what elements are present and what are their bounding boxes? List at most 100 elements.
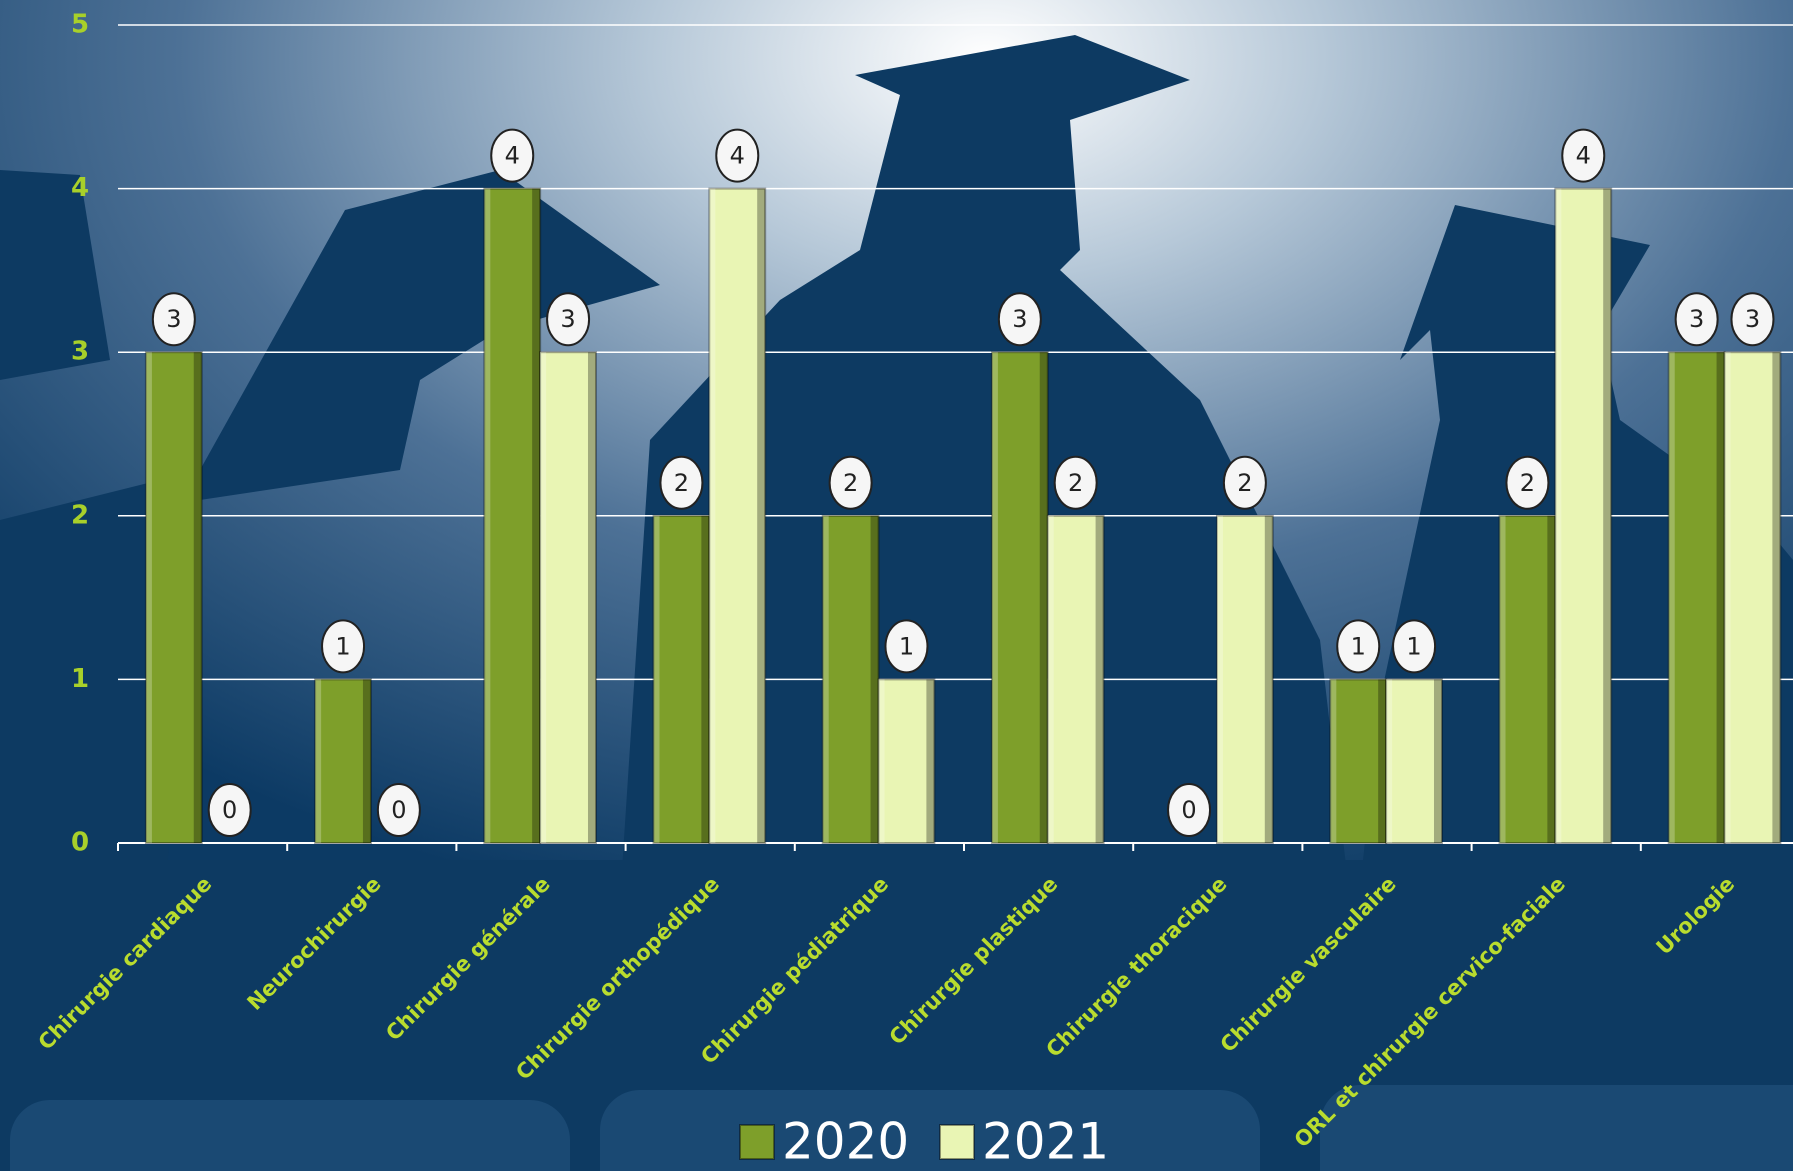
bar [1329, 678, 1388, 845]
bar [314, 678, 372, 845]
value-label-bubble [1167, 783, 1212, 837]
bar-side [532, 188, 541, 844]
value-label: 1 [1351, 632, 1366, 660]
value-label-bubble [1336, 619, 1381, 674]
bar-side [701, 515, 710, 843]
y-tick-label: 1 [71, 664, 89, 694]
value-label-bubble [1561, 128, 1606, 183]
value-label-bubble [1674, 292, 1719, 347]
bar-side [1547, 515, 1556, 843]
bar-side [587, 352, 596, 843]
value-label: 4 [730, 142, 745, 170]
bar-side [870, 515, 879, 843]
bar-side [193, 352, 202, 843]
value-label: 2 [1520, 469, 1535, 497]
value-label: 0 [1181, 796, 1196, 824]
value-label: 1 [1406, 632, 1421, 660]
y-tick-label: 3 [71, 337, 89, 367]
bar-side [484, 188, 491, 844]
value-label: 0 [222, 796, 237, 824]
value-label: 2 [1237, 469, 1252, 497]
bar-side [1772, 352, 1781, 843]
bar-side [709, 188, 716, 844]
value-label-bubble [376, 783, 421, 837]
legend-swatch [739, 1124, 775, 1160]
value-label-bubble [321, 619, 366, 674]
bar [144, 351, 203, 844]
bar-side [1047, 515, 1054, 843]
bar-side [926, 679, 935, 843]
bar [1723, 351, 1782, 844]
bar [652, 514, 711, 844]
bar [1667, 351, 1726, 844]
value-label-bubble [1392, 619, 1437, 674]
bar-side [1668, 352, 1675, 843]
bar-side [822, 515, 829, 843]
y-tick-label: 0 [71, 828, 89, 858]
value-label-bubble [828, 455, 873, 510]
bar [1498, 514, 1557, 844]
legend-label: 2020 [782, 1113, 909, 1171]
value-label: 3 [1689, 305, 1704, 333]
bar-side [991, 352, 998, 843]
bar [539, 351, 597, 844]
value-label: 1 [335, 632, 350, 660]
value-label-bubble [207, 783, 252, 837]
bar [1385, 678, 1443, 845]
value-label: 2 [674, 469, 689, 497]
value-label: 4 [505, 142, 520, 170]
bar-side [315, 679, 322, 843]
bar-side [878, 679, 885, 843]
bar-side [1603, 188, 1612, 844]
value-label-bubble [715, 128, 760, 183]
bar-side [1716, 352, 1725, 843]
y-tick-label: 2 [71, 500, 89, 530]
value-label-bubble [997, 292, 1042, 347]
value-label: 3 [166, 305, 181, 333]
value-label: 3 [1012, 305, 1027, 333]
value-label-bubble [1053, 455, 1098, 510]
bar-side [757, 188, 766, 844]
bar-side [145, 352, 152, 843]
bar-side [362, 679, 371, 843]
bar [1046, 514, 1105, 844]
value-label: 0 [391, 796, 406, 824]
bar-side [1330, 679, 1337, 843]
bar [821, 514, 880, 844]
bar [1554, 187, 1613, 845]
bar [1215, 514, 1274, 844]
value-label: 2 [843, 469, 858, 497]
value-label-bubble [490, 128, 535, 183]
value-label: 3 [1745, 305, 1760, 333]
value-label-bubble [1505, 455, 1550, 510]
value-label-bubble [546, 292, 591, 347]
value-label-bubble [1730, 292, 1775, 347]
bar-side [1499, 515, 1506, 843]
bar-side [1264, 515, 1273, 843]
value-label-bubble [659, 455, 704, 510]
bar [877, 678, 936, 845]
value-label: 2 [1068, 469, 1083, 497]
panels [10, 1085, 1793, 1171]
bar-side [1555, 188, 1562, 844]
bar [483, 187, 542, 845]
legend-swatch [939, 1124, 975, 1160]
bar-side [1378, 679, 1387, 843]
value-label: 1 [899, 632, 914, 660]
bar-side [653, 515, 660, 843]
y-tick-label: 4 [71, 173, 89, 203]
value-label: 3 [560, 305, 575, 333]
value-label-bubble [884, 619, 929, 674]
value-label: 4 [1576, 142, 1591, 170]
bar-side [1433, 679, 1442, 843]
bar-side [1039, 352, 1048, 843]
value-label-bubble [1222, 455, 1267, 510]
y-tick-label: 5 [71, 10, 89, 40]
bar-side [1216, 515, 1223, 843]
bar-side [1095, 515, 1104, 843]
value-label-bubble [151, 292, 196, 347]
bar [990, 351, 1049, 844]
legend-label: 2021 [982, 1113, 1109, 1171]
bar-side [1724, 352, 1731, 843]
